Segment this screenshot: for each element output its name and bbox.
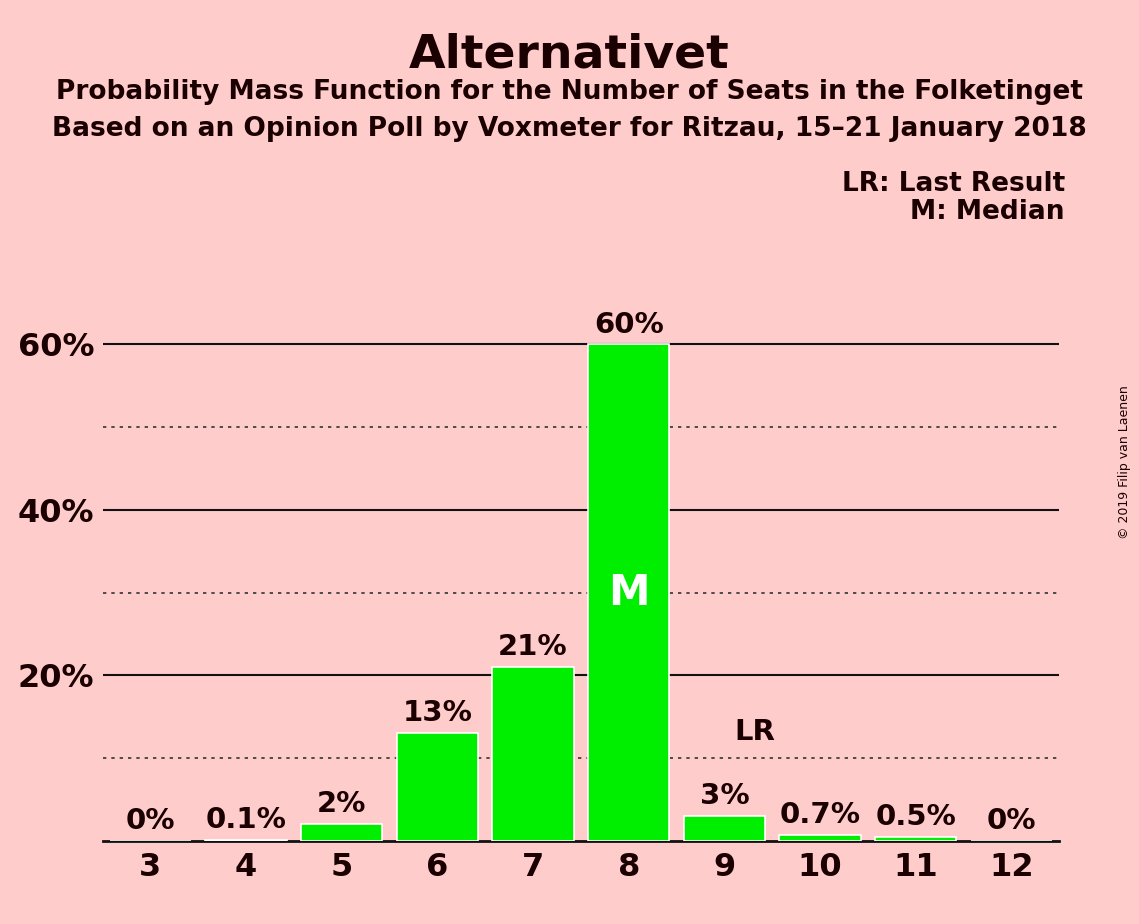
Bar — [301, 824, 383, 841]
Text: M: Median: M: Median — [910, 199, 1065, 225]
Text: Based on an Opinion Poll by Voxmeter for Ritzau, 15–21 January 2018: Based on an Opinion Poll by Voxmeter for… — [52, 116, 1087, 141]
Text: 0%: 0% — [986, 807, 1036, 835]
Text: 60%: 60% — [593, 310, 664, 338]
Bar — [396, 734, 478, 841]
Text: 2%: 2% — [317, 791, 367, 819]
Bar — [875, 837, 957, 841]
Text: Probability Mass Function for the Number of Seats in the Folketinget: Probability Mass Function for the Number… — [56, 79, 1083, 104]
Text: © 2019 Filip van Laenen: © 2019 Filip van Laenen — [1118, 385, 1131, 539]
Text: LR: LR — [734, 718, 775, 746]
Text: 13%: 13% — [402, 699, 473, 727]
Text: M: M — [608, 572, 649, 614]
Bar — [779, 835, 861, 841]
Text: 0%: 0% — [125, 807, 175, 835]
Bar — [683, 816, 765, 841]
Text: Alternativet: Alternativet — [409, 32, 730, 78]
Text: 0.7%: 0.7% — [779, 801, 861, 829]
Text: 3%: 3% — [699, 783, 749, 810]
Bar — [588, 345, 670, 841]
Text: 0.1%: 0.1% — [205, 807, 287, 834]
Text: LR: Last Result: LR: Last Result — [842, 171, 1065, 197]
Text: 0.5%: 0.5% — [876, 803, 956, 831]
Text: 21%: 21% — [498, 633, 568, 662]
Bar — [492, 667, 574, 841]
